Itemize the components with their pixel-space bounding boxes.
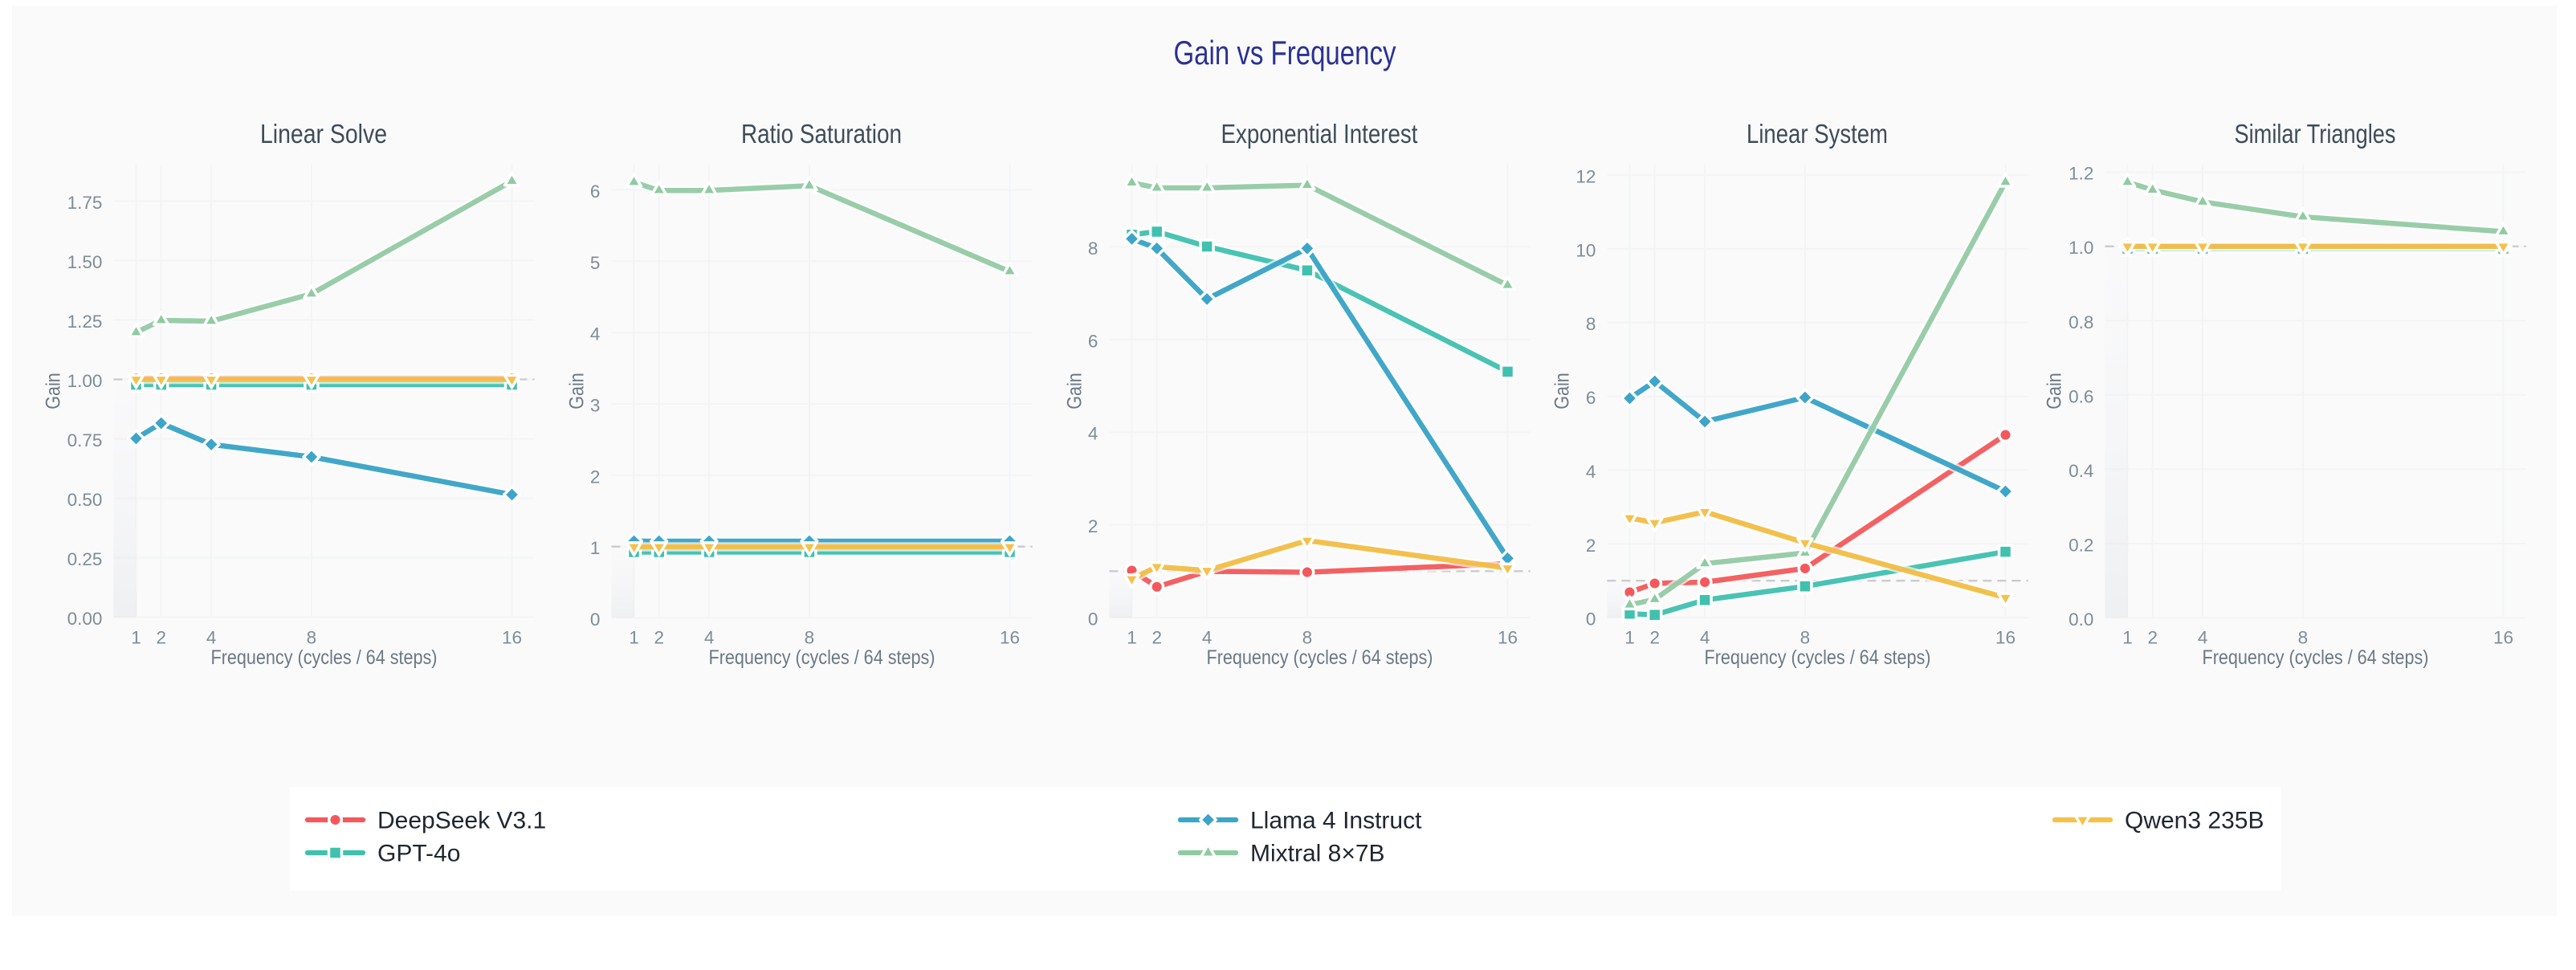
svg-text:2: 2 <box>590 467 601 487</box>
svg-text:1.0: 1.0 <box>2069 238 2093 258</box>
svg-text:16: 16 <box>1498 628 1518 648</box>
svg-text:1.2: 1.2 <box>2069 164 2093 184</box>
svg-text:0.2: 0.2 <box>2069 536 2093 556</box>
svg-text:4: 4 <box>590 324 601 344</box>
svg-text:16: 16 <box>2493 628 2513 648</box>
svg-text:Frequency (cycles / 64 steps): Frequency (cycles / 64 steps) <box>709 646 935 669</box>
svg-text:4: 4 <box>704 628 715 648</box>
svg-text:Gain: Gain <box>1551 373 1573 410</box>
svg-text:16: 16 <box>502 628 522 648</box>
svg-text:16: 16 <box>1995 628 2016 648</box>
svg-text:Llama 4 Instruct: Llama 4 Instruct <box>1250 808 1422 834</box>
svg-text:Linear System: Linear System <box>1747 120 1888 149</box>
svg-text:1: 1 <box>131 628 141 648</box>
svg-text:0.4: 0.4 <box>2069 461 2093 481</box>
svg-text:2: 2 <box>1649 628 1660 648</box>
svg-text:8: 8 <box>2298 628 2309 648</box>
svg-text:16: 16 <box>1000 628 1020 648</box>
svg-text:1: 1 <box>590 538 601 558</box>
svg-text:Gain: Gain <box>1063 373 1086 410</box>
svg-text:Similar Triangles: Similar Triangles <box>2235 120 2396 149</box>
svg-text:2: 2 <box>156 628 166 648</box>
svg-text:Frequency (cycles / 64 steps): Frequency (cycles / 64 steps) <box>1207 646 1433 669</box>
svg-text:0.25: 0.25 <box>67 549 103 569</box>
svg-text:8: 8 <box>1302 628 1313 648</box>
svg-text:4: 4 <box>1700 628 1710 648</box>
svg-text:2: 2 <box>1586 536 1596 556</box>
svg-text:2: 2 <box>1151 628 1162 648</box>
svg-text:Exponential Interest: Exponential Interest <box>1221 120 1419 149</box>
svg-text:6: 6 <box>590 181 601 202</box>
svg-text:4: 4 <box>2198 628 2208 648</box>
svg-text:12: 12 <box>1575 167 1596 187</box>
svg-text:Gain: Gain <box>2043 373 2065 410</box>
svg-text:0.6: 0.6 <box>2069 386 2093 406</box>
svg-text:0: 0 <box>590 609 601 630</box>
svg-text:0.8: 0.8 <box>2069 312 2093 332</box>
svg-text:2: 2 <box>2147 628 2158 648</box>
svg-text:Gain: Gain <box>565 373 588 410</box>
svg-text:5: 5 <box>590 253 601 273</box>
svg-text:1: 1 <box>1624 628 1635 648</box>
svg-text:0: 0 <box>1088 609 1098 630</box>
svg-text:1.75: 1.75 <box>67 193 103 213</box>
svg-text:Gain vs Frequency: Gain vs Frequency <box>1174 34 1396 71</box>
svg-text:10: 10 <box>1575 240 1596 260</box>
svg-text:8: 8 <box>1586 314 1596 334</box>
svg-text:Frequency (cycles / 64 steps): Frequency (cycles / 64 steps) <box>211 646 438 669</box>
svg-text:1.50: 1.50 <box>67 252 103 272</box>
svg-text:0.00: 0.00 <box>67 609 103 629</box>
svg-text:0.50: 0.50 <box>67 490 103 510</box>
svg-text:Frequency (cycles / 64 steps): Frequency (cycles / 64 steps) <box>2203 646 2429 669</box>
svg-text:1.00: 1.00 <box>67 371 103 391</box>
svg-text:Linear Solve: Linear Solve <box>260 120 387 149</box>
svg-text:1.25: 1.25 <box>67 312 103 332</box>
svg-text:0.75: 0.75 <box>67 430 103 450</box>
svg-text:0.0: 0.0 <box>2069 609 2093 630</box>
svg-text:1: 1 <box>2122 628 2133 648</box>
svg-text:8: 8 <box>805 628 815 648</box>
svg-text:1: 1 <box>1127 628 1137 648</box>
svg-text:4: 4 <box>206 628 217 648</box>
svg-text:6: 6 <box>1088 331 1098 351</box>
svg-text:8: 8 <box>1800 628 1811 648</box>
svg-text:Qwen3 235B: Qwen3 235B <box>2125 808 2264 834</box>
svg-text:DeepSeek V3.1: DeepSeek V3.1 <box>377 808 546 834</box>
svg-text:Frequency (cycles / 64 steps): Frequency (cycles / 64 steps) <box>1705 646 1931 669</box>
svg-text:Ratio Saturation: Ratio Saturation <box>741 120 902 149</box>
svg-text:8: 8 <box>307 628 317 648</box>
svg-text:0: 0 <box>1586 609 1596 630</box>
svg-text:3: 3 <box>590 396 601 416</box>
svg-text:4: 4 <box>1586 462 1596 482</box>
svg-text:Gain: Gain <box>42 373 64 410</box>
svg-text:1: 1 <box>629 628 639 648</box>
svg-text:2: 2 <box>654 628 664 648</box>
svg-text:8: 8 <box>1088 238 1098 259</box>
svg-text:4: 4 <box>1088 424 1098 444</box>
svg-text:Mixtral 8×7B: Mixtral 8×7B <box>1250 841 1385 867</box>
svg-text:4: 4 <box>1202 628 1213 648</box>
svg-text:6: 6 <box>1586 388 1596 408</box>
svg-text:GPT-4o: GPT-4o <box>377 841 460 867</box>
svg-text:2: 2 <box>1088 516 1098 536</box>
